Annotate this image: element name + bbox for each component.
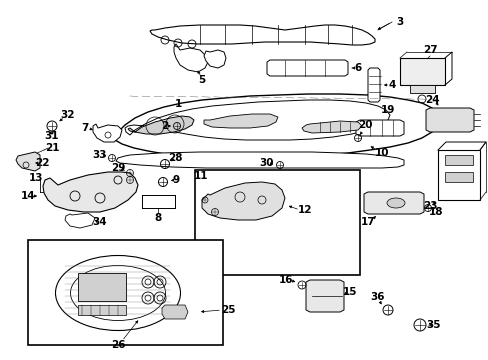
Text: 35: 35 [426,320,440,330]
Polygon shape [150,25,374,45]
Polygon shape [116,152,403,168]
Polygon shape [202,182,285,220]
Text: 18: 18 [428,207,442,217]
Bar [28,240,223,345]
Text: 36: 36 [370,292,385,302]
Polygon shape [128,116,194,134]
Text: 20: 20 [357,120,371,130]
Text: 31: 31 [45,131,59,141]
Bar [78,273,126,301]
Text: 3: 3 [396,17,403,27]
Bar [195,170,359,275]
Text: 29: 29 [111,163,125,173]
Text: 7: 7 [81,123,88,133]
Ellipse shape [386,198,404,208]
Polygon shape [125,100,389,140]
Text: 34: 34 [93,217,107,227]
Polygon shape [355,120,403,136]
Polygon shape [367,68,379,102]
Polygon shape [305,280,343,312]
Bar [444,172,472,182]
Text: 12: 12 [297,205,312,215]
Text: 1: 1 [174,99,181,109]
Text: 15: 15 [342,287,357,297]
Text: 6: 6 [354,63,361,73]
Text: 26: 26 [110,340,125,350]
Polygon shape [399,58,444,85]
Ellipse shape [70,266,165,320]
Text: 27: 27 [422,45,436,55]
Text: 24: 24 [424,95,438,105]
Polygon shape [93,124,122,142]
Polygon shape [111,94,439,157]
Text: 5: 5 [198,75,205,85]
Polygon shape [65,213,95,228]
Text: 17: 17 [360,217,375,227]
Text: 13: 13 [29,173,43,183]
Polygon shape [363,192,423,214]
Bar [409,85,434,93]
Polygon shape [302,121,361,133]
Bar [444,155,472,165]
Text: 23: 23 [422,201,436,211]
Polygon shape [174,44,207,72]
Text: 33: 33 [93,150,107,160]
Text: 2: 2 [161,121,168,131]
Text: 10: 10 [374,148,388,158]
Polygon shape [43,172,138,212]
Polygon shape [437,150,479,200]
Text: 32: 32 [61,110,75,120]
Text: 9: 9 [172,175,179,185]
Polygon shape [425,108,473,132]
Text: 19: 19 [380,105,394,115]
Text: 14: 14 [20,191,35,201]
Bar [78,305,126,315]
Text: 8: 8 [154,213,162,223]
Text: 25: 25 [220,305,235,315]
Text: 11: 11 [193,171,208,181]
Polygon shape [16,152,40,171]
Polygon shape [203,114,278,128]
Text: 4: 4 [387,80,395,90]
Text: 21: 21 [45,143,59,153]
Polygon shape [203,50,225,68]
Text: 28: 28 [167,153,182,163]
Text: 30: 30 [259,158,274,168]
Text: 16: 16 [278,275,293,285]
Polygon shape [266,60,347,76]
Polygon shape [162,305,187,319]
Text: 22: 22 [35,158,49,168]
Ellipse shape [55,256,180,330]
